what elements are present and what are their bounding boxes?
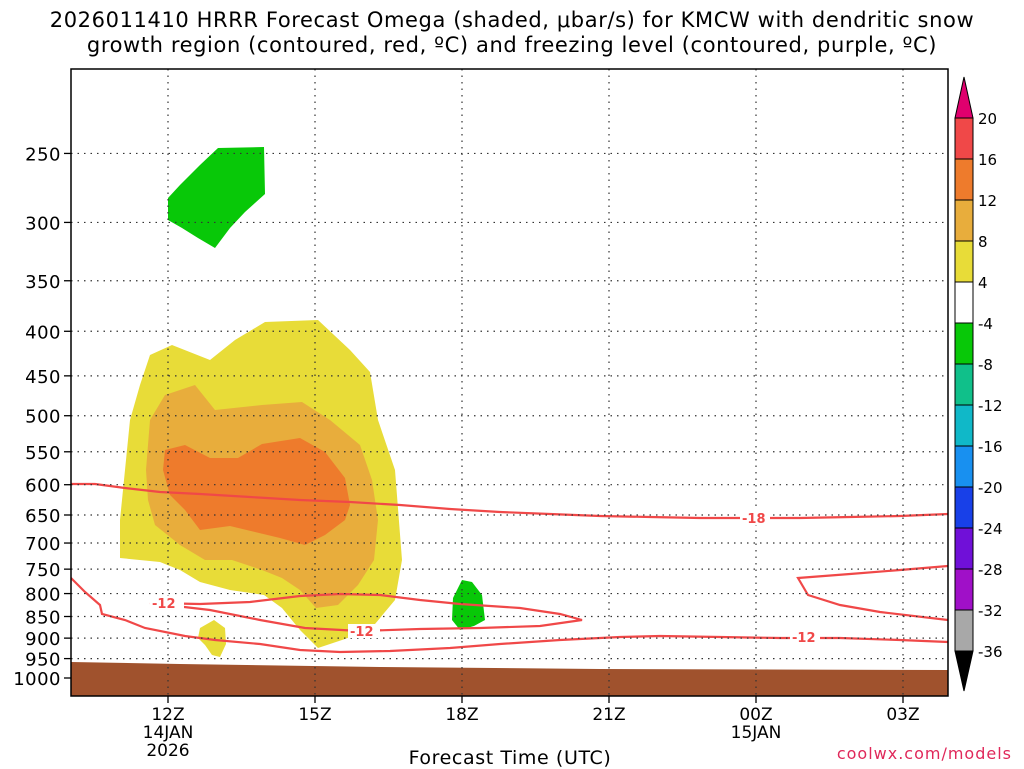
colorbar-swatch xyxy=(954,568,974,611)
contour-minus12-closed xyxy=(149,592,583,633)
colorbar-label: 4 xyxy=(978,274,988,292)
x-tick-label: 21Z xyxy=(592,705,625,725)
contour-minus18 xyxy=(71,482,948,520)
colorbar-label: 16 xyxy=(978,151,997,169)
colorbar-label: -8 xyxy=(978,356,993,374)
colorbar-label: -24 xyxy=(978,520,1003,538)
colorbar-label: 12 xyxy=(978,192,997,210)
y-tick-label: 1000 xyxy=(13,669,61,690)
credit-text: coolwx.com/models xyxy=(836,744,1012,763)
x-tick-label: 15Z xyxy=(298,705,331,725)
colorbar-swatch xyxy=(954,117,974,160)
colorbar-label: -28 xyxy=(978,561,1003,579)
omega-region-orange xyxy=(163,438,350,545)
colorbar-label: -12 xyxy=(978,397,1003,415)
plot-frame xyxy=(70,68,949,697)
colorbar-label: -36 xyxy=(978,643,1003,661)
colorbar-label: -20 xyxy=(978,479,1003,497)
chart-title-line1: 2026011410 HRRR Forecast Omega (shaded, … xyxy=(49,8,975,32)
contour-label-minus18: -18 xyxy=(742,512,766,527)
y-tick-label: 650 xyxy=(25,506,61,527)
colorbar-swatch xyxy=(954,445,974,488)
colorbar-swatch xyxy=(954,281,974,324)
x-tick-label: 18Z xyxy=(445,705,478,725)
y-tick-label: 900 xyxy=(25,629,61,650)
contour-labels: -18 -12 -12 -12 xyxy=(150,511,820,646)
y-tick-label: 600 xyxy=(25,476,61,497)
omega-region-green-upper xyxy=(168,147,265,248)
y-tick-label: 400 xyxy=(25,322,61,343)
colorbar-label: 8 xyxy=(978,233,988,251)
colorbar-label: -32 xyxy=(978,602,1003,620)
y-tick-label: 800 xyxy=(25,585,61,606)
y-tick-label: 500 xyxy=(25,407,61,428)
x-tick-label: 12Z xyxy=(151,705,184,725)
y-tick-label: 950 xyxy=(25,650,61,671)
ground-terrain xyxy=(71,662,948,696)
contour-minus12-lower xyxy=(71,577,948,654)
x-tick-label: 03Z xyxy=(886,705,919,725)
colorbar: 20 16 12 8 4 -4 -8 -12 -16 -20 -24 -28 -32 -36 xyxy=(954,76,1003,692)
gridlines xyxy=(71,69,948,696)
y-tick-label: 250 xyxy=(25,144,61,165)
colorbar-swatch xyxy=(954,609,974,652)
colorbar-swatch xyxy=(954,404,974,447)
y-tick-label: 550 xyxy=(25,443,61,464)
colorbar-label: -16 xyxy=(978,438,1003,456)
x-date-label: 14JAN xyxy=(143,723,194,743)
colorbar-label: 20 xyxy=(978,110,997,128)
y-tick-label: 850 xyxy=(25,608,61,629)
colorbar-swatch xyxy=(954,240,974,283)
colorbar-top-arrow xyxy=(954,76,974,119)
y-tick-label: 350 xyxy=(25,272,61,293)
colorbar-swatch xyxy=(954,486,974,529)
colorbar-swatch xyxy=(954,527,974,570)
y-tick-label: 450 xyxy=(25,367,61,388)
y-tick-label: 700 xyxy=(25,534,61,555)
y-tick-label: 750 xyxy=(25,560,61,581)
colorbar-bottom-arrow xyxy=(954,650,974,692)
x-tick-label: 00Z xyxy=(739,705,772,725)
x-axis-title: Forecast Time (UTC) xyxy=(408,747,612,769)
contour-label-minus12-c: -12 xyxy=(792,631,816,646)
y-axis: 2503003504004505005506006507007508008509… xyxy=(13,144,71,690)
colorbar-swatch xyxy=(954,363,974,406)
contour-label-minus12-a: -12 xyxy=(152,597,176,612)
x-year-label: 2026 xyxy=(146,741,189,761)
colorbar-swatch xyxy=(954,199,974,242)
contour-label-minus12-b: -12 xyxy=(350,625,374,640)
x-date-label: 15JAN xyxy=(731,723,782,743)
colorbar-swatch xyxy=(954,322,974,365)
colorbar-swatch xyxy=(954,158,974,201)
contour-minus12-right xyxy=(796,564,948,622)
chart-title-line2: growth region (contoured, red, ºC) and f… xyxy=(86,33,938,57)
y-tick-label: 300 xyxy=(25,213,61,234)
colorbar-label: -4 xyxy=(978,315,993,333)
omega-shading xyxy=(71,147,948,696)
